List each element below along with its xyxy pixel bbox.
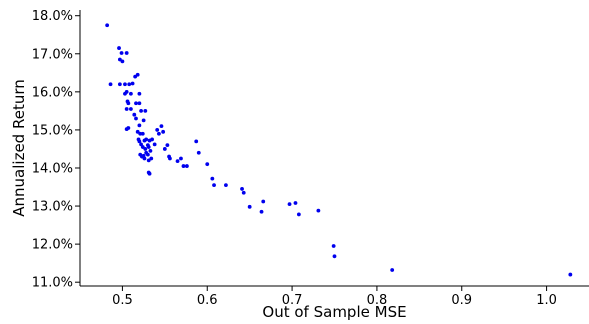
data-point (137, 101, 142, 106)
data-point (175, 159, 180, 164)
data-point (145, 152, 150, 157)
data-point (149, 156, 154, 161)
data-point (139, 108, 143, 113)
data-point (147, 171, 152, 176)
data-point (123, 91, 127, 96)
data-point (210, 176, 215, 181)
data-point (146, 145, 151, 149)
data-point (390, 268, 395, 272)
data-point (194, 139, 199, 144)
data-point (105, 23, 110, 28)
data-point (161, 129, 166, 134)
data-point (165, 143, 170, 148)
data-point (181, 164, 186, 168)
y-tick-label: 12.0% (32, 238, 73, 253)
x-tick-label: 0.6 (197, 293, 218, 308)
data-point (143, 147, 148, 151)
data-point (130, 81, 135, 86)
data-point (135, 72, 140, 77)
data-point (224, 183, 228, 188)
data-point (141, 118, 146, 123)
data-point (134, 101, 138, 106)
data-point (331, 244, 336, 248)
data-point (127, 82, 132, 87)
x-tick-label: 0.7 (282, 293, 303, 308)
data-point (148, 148, 153, 153)
data-point (162, 147, 167, 151)
x-tick-label: 0.5 (112, 293, 133, 308)
data-point (316, 208, 321, 213)
data-point (159, 124, 164, 129)
data-point (155, 128, 160, 132)
data-point (124, 51, 129, 55)
y-tick-label: 13.0% (32, 200, 73, 215)
data-point (259, 209, 264, 214)
data-point (134, 116, 138, 121)
data-point (293, 201, 298, 205)
y-tick-label: 14.0% (32, 161, 73, 176)
data-point (196, 150, 201, 155)
y-tick-label: 17.0% (32, 47, 73, 62)
y-tick-label: 15.0% (32, 123, 73, 138)
data-point (132, 112, 137, 117)
data-point (126, 101, 131, 106)
y-tick-label: 18.0% (32, 9, 73, 24)
x-axis-title: Out of Sample MSE (262, 303, 406, 321)
data-point (168, 156, 172, 161)
data-point (240, 187, 244, 191)
data-point (179, 156, 183, 161)
data-point (287, 202, 292, 207)
data-point (296, 212, 301, 217)
data-point (120, 59, 125, 64)
data-point (117, 46, 121, 50)
data-point (142, 156, 147, 161)
data-point (124, 107, 129, 111)
data-point (137, 123, 142, 128)
data-point (126, 126, 131, 130)
data-point (212, 183, 216, 188)
data-point (261, 199, 266, 204)
y-axis-title: Annualized Return (10, 79, 28, 216)
data-point (119, 51, 124, 55)
data-point (129, 91, 133, 96)
x-tick-label: 0.8 (367, 293, 388, 308)
data-point (108, 82, 113, 87)
data-point (152, 142, 157, 147)
data-point (144, 137, 149, 142)
data-point (140, 131, 145, 136)
data-point (247, 204, 252, 209)
data-point (137, 139, 142, 144)
data-point (129, 107, 133, 111)
y-tick-label: 11.0% (32, 276, 73, 291)
data-point (150, 137, 155, 142)
data-point (117, 82, 122, 87)
data-point (143, 108, 148, 113)
axis-ticks: 0.5 0.6 0.7 0.8 0.9 1.0 11.0% 12.0% 13.0% 14.0% 15… (32, 9, 557, 308)
data-points (105, 23, 573, 277)
data-point (137, 91, 142, 96)
x-tick-label: 1.0 (536, 293, 557, 308)
data-point (123, 82, 127, 87)
y-tick-label: 16.0% (32, 85, 73, 100)
data-point (568, 272, 573, 277)
data-point (241, 190, 246, 195)
data-point (332, 254, 337, 259)
x-tick-label: 0.9 (451, 293, 472, 308)
data-point (156, 131, 161, 136)
data-point (184, 164, 189, 168)
data-point (205, 162, 210, 167)
